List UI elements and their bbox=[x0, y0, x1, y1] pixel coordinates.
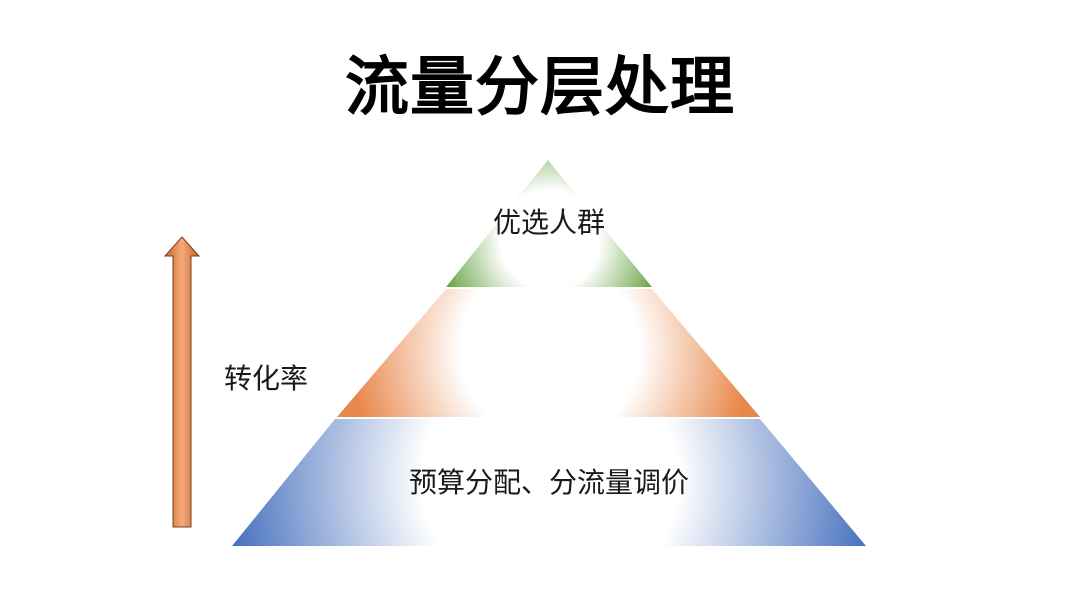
pyramid-tier-top bbox=[446, 160, 652, 287]
slide-title: 流量分层处理 bbox=[345, 51, 735, 125]
pyramid-tier-bottom-label: 预算分配、分流量调价 bbox=[409, 466, 689, 499]
conversion-arrow-icon bbox=[163, 236, 201, 528]
conversion-rate-label: 转化率 bbox=[224, 362, 308, 395]
pyramid-tier-top-label: 优选人群 bbox=[493, 206, 605, 239]
pyramid-tier-bottom bbox=[232, 419, 866, 546]
pyramid-tier-middle bbox=[337, 289, 760, 417]
